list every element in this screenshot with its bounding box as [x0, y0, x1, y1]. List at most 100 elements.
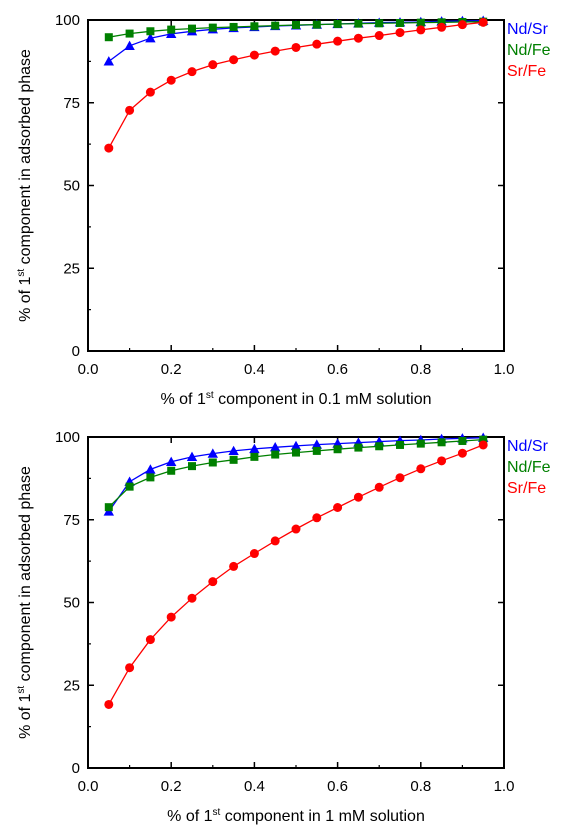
data-point: [353, 33, 363, 43]
data-point: [437, 22, 447, 32]
data-point: [291, 524, 301, 534]
y-axis-title: % of 1st component in adsorbed phase: [16, 49, 34, 322]
data-point: [354, 19, 363, 28]
y-tick-label: 75: [63, 95, 80, 112]
data-point: [229, 561, 239, 571]
chart-panel-2: 0.0 0.2 0.4 0.6 0.8 1.0 0 25 50 75 100 % of 1st com…: [16, 429, 551, 825]
data-point: [478, 440, 488, 450]
y-axis-title: % of 1st component in adsorbed phase: [16, 466, 34, 739]
legend-label: Nd/Fe: [507, 42, 551, 59]
data-point: [312, 20, 321, 29]
data-point: [104, 699, 114, 709]
data-point: [479, 435, 488, 444]
legend-label: Sr/Fe: [507, 480, 546, 497]
x-tick-label: 0.8: [410, 778, 431, 795]
data-point: [375, 442, 384, 451]
data-point: [249, 549, 259, 559]
data-point: [229, 55, 239, 65]
data-point: [207, 448, 218, 458]
data-point: [146, 473, 155, 482]
data-point: [167, 466, 176, 475]
data-point: [208, 60, 218, 70]
data-point: [124, 40, 135, 50]
y-tick-label: 25: [63, 260, 80, 277]
data-point: [250, 452, 259, 461]
data-point: [333, 36, 343, 46]
data-point: [125, 29, 134, 38]
x-tick-label: 0.6: [327, 778, 348, 795]
x-tick-label: 1.0: [494, 778, 515, 795]
y-tick-label: 25: [63, 677, 80, 694]
series-sr-fe: [104, 440, 488, 709]
legend-label: Nd/Fe: [507, 459, 551, 476]
data-point: [145, 464, 156, 474]
data-point: [437, 438, 446, 447]
data-point: [229, 22, 238, 31]
data-point: [374, 31, 384, 41]
data-point: [186, 451, 198, 462]
data-point: [291, 42, 301, 52]
x-tick-label: 1.0: [494, 361, 515, 378]
data-point: [353, 492, 363, 502]
data-point: [249, 50, 259, 60]
data-point: [166, 75, 176, 85]
data-point: [375, 19, 384, 28]
data-point: [312, 446, 321, 455]
data-point: [292, 20, 300, 29]
y-tick-label: 50: [63, 178, 80, 195]
data-point: [125, 663, 135, 673]
x-tick-label: 0.6: [327, 361, 348, 378]
y-tick-label: 0: [72, 760, 80, 777]
series-line: [108, 444, 484, 705]
data-point: [292, 448, 300, 457]
data-point: [146, 27, 155, 36]
data-point: [208, 458, 217, 467]
data-point: [249, 443, 260, 454]
data-point: [270, 442, 281, 452]
series-line: [108, 21, 484, 149]
legend-label: Nd/Sr: [507, 21, 549, 38]
x-tick-label: 0.0: [78, 778, 99, 795]
plot-frame: [87, 19, 505, 352]
data-point: [145, 33, 156, 43]
data-point: [208, 23, 217, 32]
data-point: [396, 440, 404, 449]
data-point: [187, 593, 197, 603]
data-point: [416, 464, 426, 474]
series-nd-fe: [104, 435, 488, 512]
legend-label: Nd/Sr: [507, 438, 549, 455]
data-point: [104, 143, 114, 153]
data-point: [333, 503, 343, 513]
x-tick-label: 0.4: [244, 361, 265, 378]
data-point: [395, 28, 405, 38]
data-point: [125, 482, 134, 491]
x-axis-title: % of 1st component in 0.1 mM solution: [160, 390, 431, 408]
y-tick-label: 75: [63, 512, 80, 529]
data-point: [290, 440, 302, 451]
data-point: [333, 445, 342, 454]
data-point: [187, 67, 197, 77]
x-tick-label: 0.2: [161, 778, 182, 795]
data-point: [271, 450, 280, 459]
data-point: [104, 33, 113, 42]
data-point: [166, 612, 176, 622]
data-point: [145, 87, 155, 97]
data-point: [270, 536, 280, 546]
data-point: [188, 24, 196, 33]
data-point: [311, 439, 322, 449]
data-point: [478, 17, 488, 27]
x-tick-label: 0.0: [78, 361, 99, 378]
data-point: [396, 18, 404, 27]
plot-frame: [87, 436, 505, 769]
data-point: [395, 473, 405, 483]
x-tick-label: 0.4: [244, 778, 265, 795]
data-point: [145, 635, 155, 645]
data-point: [312, 39, 322, 49]
y-tick-label: 0: [72, 343, 80, 360]
data-point: [228, 445, 239, 456]
y-tick-label: 100: [55, 12, 80, 29]
data-point: [104, 503, 113, 512]
x-axis-title: % of 1st component in 1 mM solution: [167, 807, 425, 825]
data-point: [437, 18, 446, 27]
